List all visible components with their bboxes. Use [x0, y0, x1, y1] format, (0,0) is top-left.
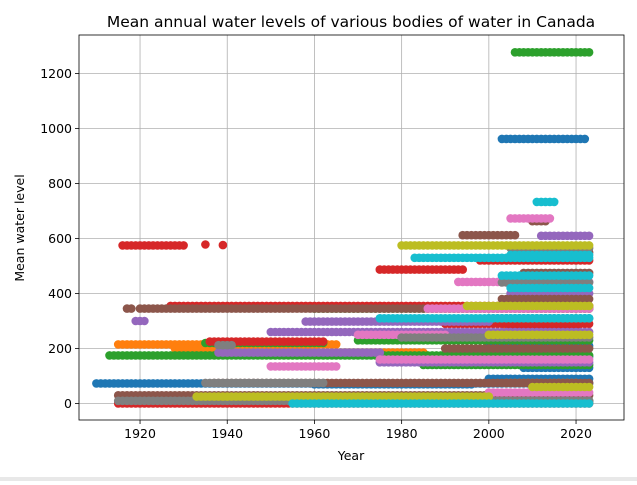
data-point — [179, 241, 188, 250]
y-axis-label: Mean water level — [12, 174, 27, 281]
data-point — [484, 392, 494, 401]
window-bottom-edge — [0, 477, 637, 481]
series-olive — [192, 241, 594, 401]
data-point — [549, 197, 559, 207]
data-point — [318, 337, 328, 346]
data-point — [510, 230, 520, 240]
data-point — [584, 399, 594, 408]
data-point — [218, 240, 228, 250]
data-point — [318, 378, 328, 388]
data-point — [584, 48, 594, 57]
x-tick-label: 2000 — [473, 426, 505, 441]
data-point — [227, 340, 236, 350]
data-point — [584, 344, 594, 353]
series-cyan — [288, 197, 594, 408]
data-point — [580, 134, 590, 144]
data-point — [584, 283, 594, 293]
axes-frame — [78, 34, 625, 421]
data-point — [140, 316, 149, 326]
data-point — [584, 382, 594, 392]
y-tick-label: 1200 — [40, 66, 72, 81]
data-point — [331, 340, 341, 349]
y-tick-label: 200 — [48, 341, 72, 356]
x-tick-label: 1940 — [211, 426, 243, 441]
data-point — [584, 250, 594, 260]
x-tick-label: 2020 — [560, 426, 592, 441]
x-tick-label: 1980 — [386, 426, 418, 441]
data-point — [584, 330, 594, 340]
data-point — [545, 214, 555, 223]
x-axis-label: Year — [337, 448, 365, 463]
data-point — [331, 362, 341, 371]
y-tick-label: 600 — [48, 231, 72, 246]
data-point — [584, 301, 594, 311]
data-point — [458, 265, 468, 274]
data-point — [584, 231, 594, 241]
x-tick-label: 1920 — [124, 426, 156, 441]
data-point — [584, 355, 594, 364]
data-point — [584, 241, 594, 250]
y-tick-label: 400 — [48, 286, 72, 301]
y-tick-label: 0 — [64, 396, 72, 411]
points-layer — [92, 48, 594, 408]
y-tick-label: 1000 — [40, 121, 72, 136]
data-point — [584, 271, 594, 280]
ticks-layer: 1920 1940 1960 1980 2000 2020 0 200 400 600 800 100… — [40, 66, 592, 441]
data-point — [375, 348, 385, 357]
chart-title: Mean annual water levels of various bodi… — [107, 13, 595, 31]
data-point — [127, 304, 136, 313]
x-tick-label: 1960 — [299, 426, 331, 441]
data-point — [201, 240, 210, 249]
data-point — [584, 294, 594, 304]
y-tick-label: 800 — [48, 176, 72, 191]
data-point — [584, 314, 594, 323]
grid-layer — [79, 35, 624, 420]
